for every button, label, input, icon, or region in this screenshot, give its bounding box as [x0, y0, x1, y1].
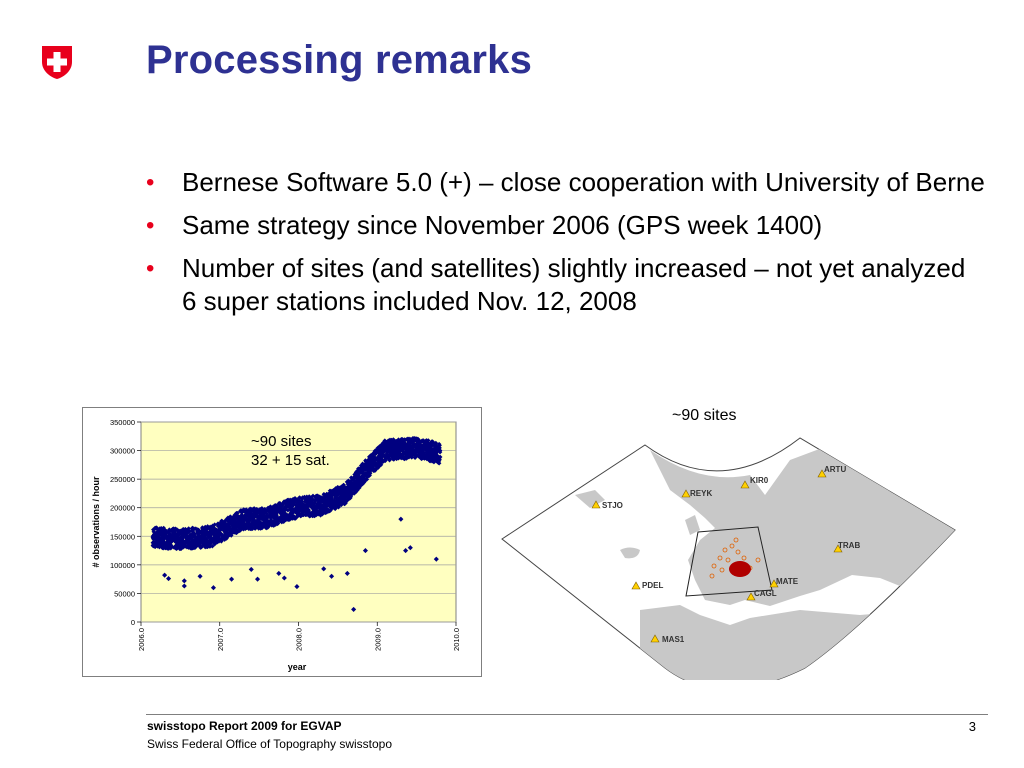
bullet-dot-icon: •: [146, 212, 155, 239]
observations-chart-svg: 0 50000 100000 150000 200000 250000 300000 3500…: [91, 418, 461, 672]
y-axis-label: # observations / hour: [91, 476, 101, 568]
x-axis-label: year: [288, 662, 307, 672]
x-tick-label: 2006.0: [137, 628, 146, 651]
y-tick-label: 150000: [110, 532, 135, 541]
station-map-svg: ARTU KIR0 REYK STJO TRAB PDEL MATE CAGL …: [501, 437, 956, 690]
map-station: KIR0: [740, 476, 769, 489]
map-station: STJO: [591, 500, 623, 510]
station-label: PDEL: [642, 581, 663, 590]
outlier-point: [181, 583, 187, 589]
bullet-list: • Bernese Software 5.0 (+) – close cooper…: [146, 166, 986, 328]
footer-subtitle: Swiss Federal Office of Topography swiss…: [147, 737, 393, 751]
observations-chart: 0 50000 100000 150000 200000 250000 300000 3500…: [82, 407, 482, 677]
map-station: CAGL: [746, 589, 777, 601]
map-station: MATE: [769, 577, 799, 588]
bullet-text: Bernese Software 5.0 (+) – close coopera…: [182, 167, 985, 197]
annotation-sites: ~90 sites: [251, 433, 311, 450]
dense-series: [150, 435, 443, 552]
y-tick-label: 350000: [110, 418, 135, 427]
map-station: MAS1: [650, 634, 685, 644]
bullet-dot-icon: •: [146, 169, 155, 196]
y-tick-label: 250000: [110, 475, 135, 484]
slide-title: Processing remarks: [146, 38, 533, 82]
y-tick-label: 300000: [110, 447, 135, 456]
map-station: PDEL: [631, 581, 663, 590]
x-tick-label: 2007.0: [216, 628, 225, 651]
outlier-point: [294, 584, 300, 590]
bullet-item: • Bernese Software 5.0 (+) – close cooper…: [146, 166, 986, 199]
station-label: ARTU: [824, 465, 846, 474]
outlier-point: [329, 573, 335, 579]
y-tick-label: 0: [131, 618, 135, 627]
station-label: TRAB: [838, 541, 860, 550]
page-number: 3: [968, 719, 976, 734]
station-label: REYK: [690, 489, 712, 498]
swiss-cross-shield-icon: [42, 46, 72, 79]
station-label: KIR0: [750, 476, 769, 485]
map-station: REYK: [681, 489, 712, 498]
outlier-point: [229, 576, 235, 582]
dense-network-box: [685, 526, 773, 597]
footer-title: swisstopo Report 2009 for EGVAP: [147, 719, 342, 733]
station-label: CAGL: [754, 589, 777, 598]
bullet-text: Number of sites (and satellites) slightl…: [182, 253, 966, 316]
station-label: MATE: [776, 577, 799, 586]
outlier-point: [321, 566, 327, 572]
station-label: STJO: [602, 501, 623, 510]
outlier-point: [403, 548, 409, 554]
station-label: MAS1: [662, 635, 685, 644]
map-station: ARTU: [817, 465, 846, 478]
y-tick-label: 50000: [114, 589, 135, 598]
outlier-point: [255, 576, 261, 582]
y-tick-label: 200000: [110, 504, 135, 513]
bullet-text: Same strategy since November 2006 (GPS w…: [182, 210, 823, 240]
outlier-point: [281, 575, 287, 581]
x-tick-label: 2010.0: [452, 628, 461, 651]
swiss-network-cluster: [729, 561, 751, 577]
bullet-item: • Number of sites (and satellites) slight…: [146, 252, 986, 318]
y-tick-label: 100000: [110, 561, 135, 570]
map-caption: ~90 sites: [672, 407, 737, 424]
bullet-item: • Same strategy since November 2006 (GPS …: [146, 209, 986, 242]
x-tick-label: 2008.0: [295, 628, 304, 651]
station-map: ARTU KIR0 REYK STJO TRAB PDEL MATE CAGL …: [500, 400, 1000, 690]
annotation-sat: 32 + 15 sat.: [251, 452, 330, 469]
map-station: TRAB: [833, 541, 860, 553]
x-tick-label: 2009.0: [373, 628, 382, 651]
footer-divider: [146, 714, 988, 715]
axis-labels: 0 50000 100000 150000 200000 250000 300000 3500…: [110, 418, 461, 651]
bullet-dot-icon: •: [146, 255, 155, 282]
